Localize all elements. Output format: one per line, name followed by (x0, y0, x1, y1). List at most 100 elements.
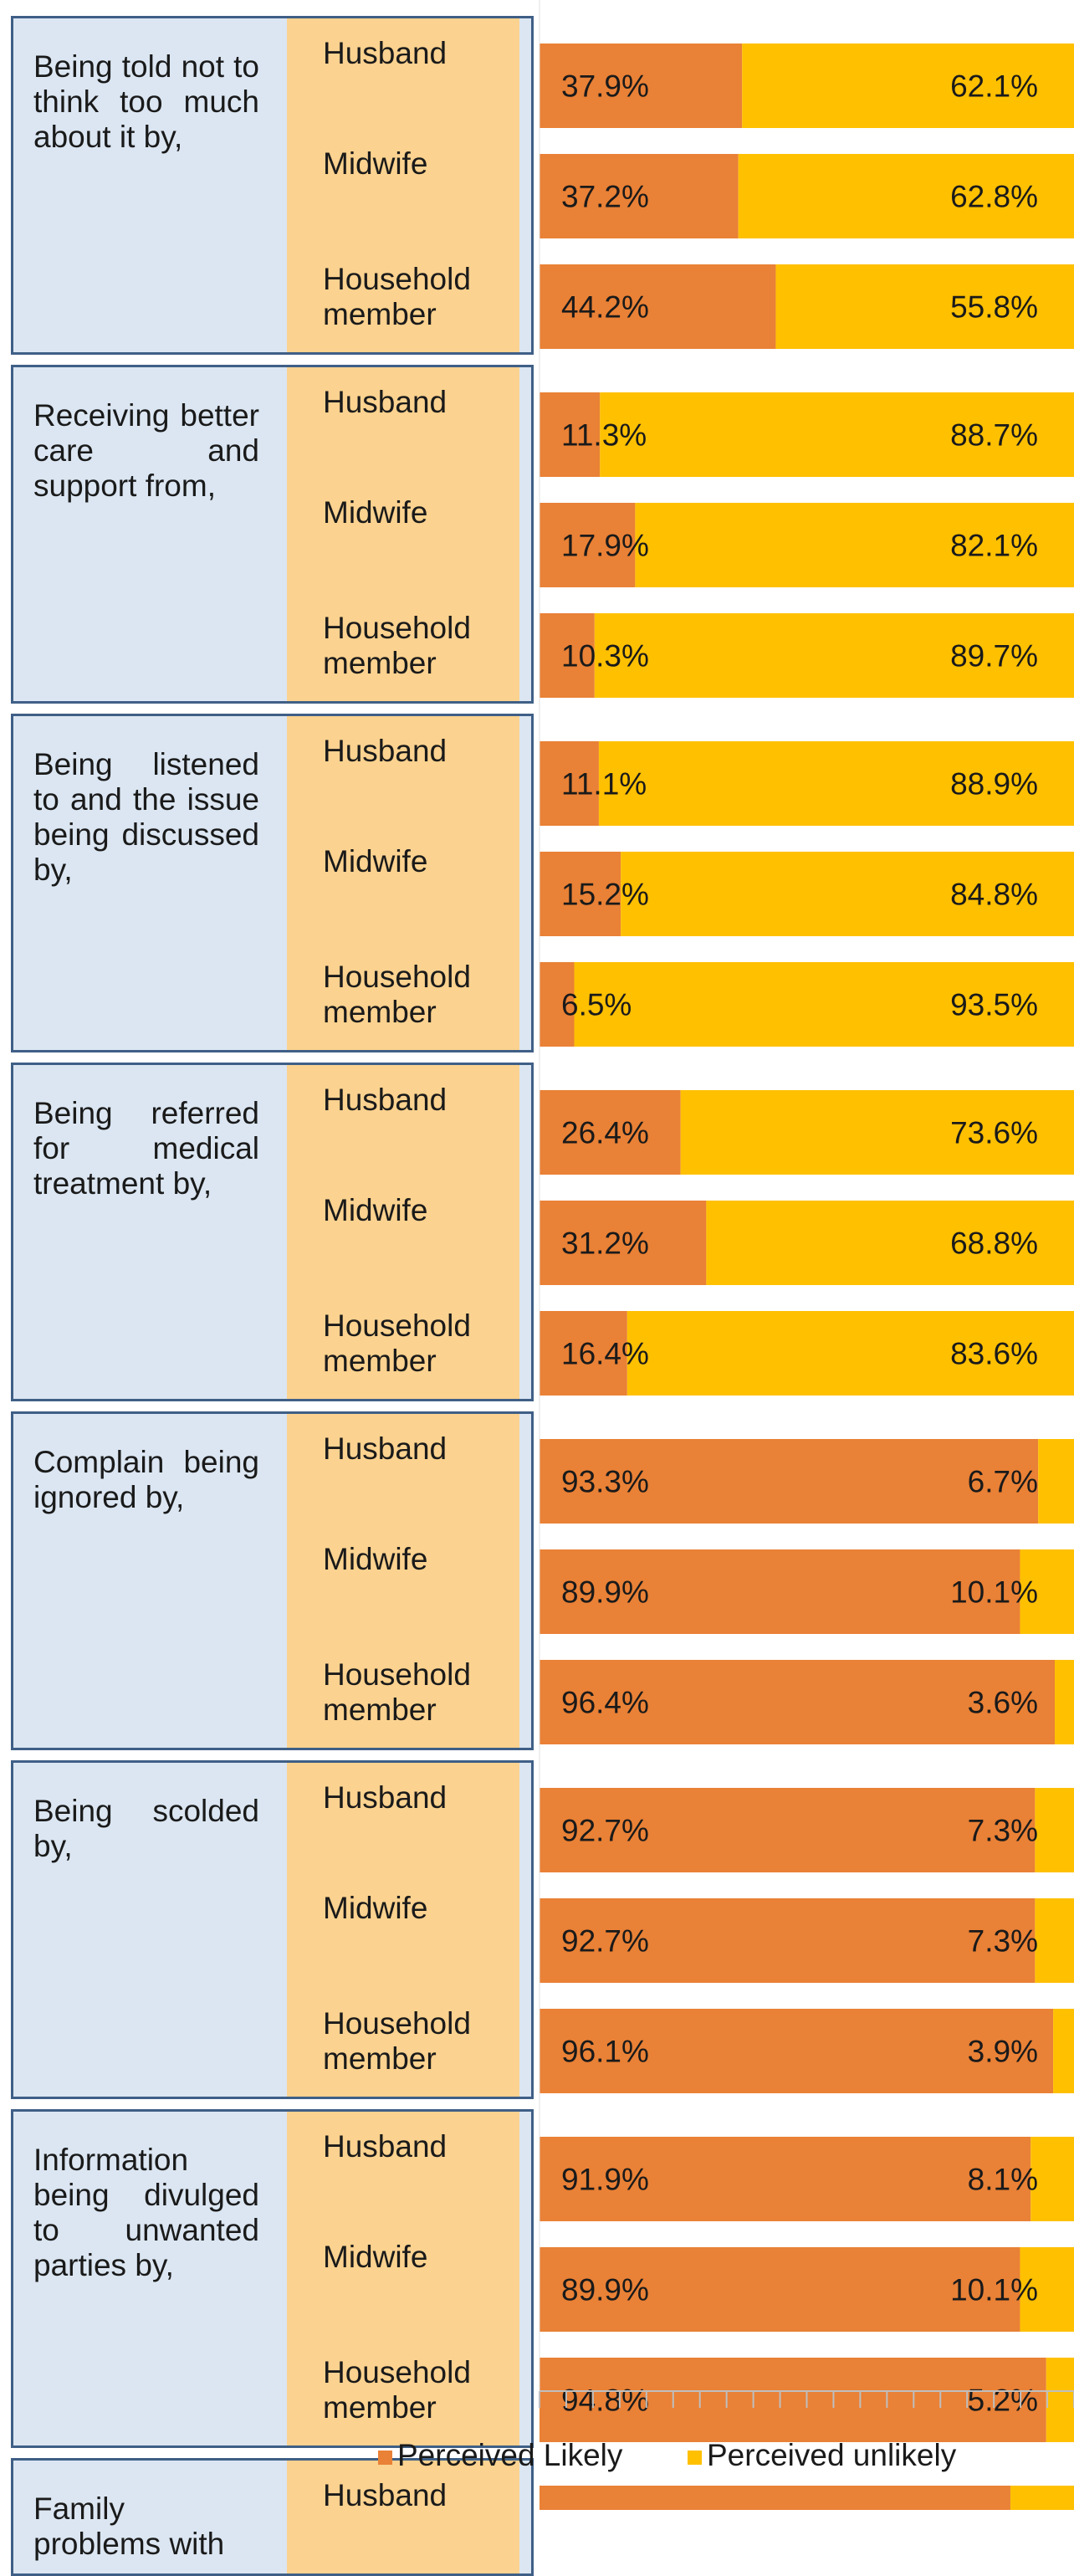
bar-segment-likely (540, 264, 776, 349)
respondent-column (287, 1065, 519, 1399)
respondent-label: Husband (323, 1431, 448, 1466)
respondent-column (287, 716, 519, 1050)
group-label: Family problems with (33, 2491, 225, 2561)
data-label-unlikely: 10.1% (950, 2273, 1038, 2307)
stacked-bar-chart: 37.9% 62.1% 37.2% 62.8% 44.2% 55.8% 11.3% 88.7%… (539, 0, 1074, 2510)
respondent-label: Husband (323, 734, 448, 768)
data-label-likely: 26.4% (561, 1116, 649, 1150)
bar-segment-unlikely (1035, 1898, 1074, 1983)
group-label: Being listened to and the issue being di… (33, 747, 259, 887)
data-label-unlikely: 8.1% (968, 2163, 1038, 2197)
bar-segment-likely (540, 2486, 1010, 2510)
respondent-label: Midwife (323, 844, 428, 878)
data-label-unlikely: 88.9% (950, 767, 1038, 801)
respondent-label: Household member (323, 1657, 471, 1727)
data-label-likely: 91.9% (561, 2163, 649, 2197)
data-label-likely: 16.4% (561, 1337, 649, 1371)
data-label-likely: 96.4% (561, 1686, 649, 1720)
bar-segment-unlikely (680, 1090, 1074, 1175)
x-axis (539, 0, 1074, 2408)
respondent-label: Household member (323, 2006, 471, 2076)
respondent-label: Household member (323, 960, 471, 1029)
group-label: Being scolded by, (33, 1794, 259, 1863)
bar-segment-unlikely (706, 1201, 1074, 1285)
data-label-likely: 92.7% (561, 1814, 649, 1848)
data-label-unlikely: 7.3% (968, 1814, 1038, 1848)
bar-segment-likely (540, 1311, 627, 1396)
data-label-likely: 94.8% (561, 2384, 649, 2418)
legend-item-likely: Perceived Likely (378, 2438, 622, 2473)
data-label-likely: 6.5% (561, 988, 632, 1022)
respondent-label: Household member (323, 1308, 471, 1378)
bar-segment-unlikely (594, 613, 1074, 698)
data-label-unlikely: 84.8% (950, 878, 1038, 912)
data-label-unlikely: 62.8% (950, 180, 1038, 214)
respondent-label: Husband (323, 1083, 448, 1117)
data-label-likely: 11.3% (561, 418, 647, 453)
legend-item-unlikely: Perceived unlikely (688, 2438, 956, 2473)
data-label-likely: 31.2% (561, 1227, 649, 1261)
respondent-label: Midwife (323, 1193, 428, 1227)
bar-segment-likely (540, 741, 599, 826)
bar-segment-unlikely (621, 852, 1074, 936)
data-label-unlikely: 89.7% (950, 639, 1038, 673)
legend-label-unlikely: Perceived unlikely (707, 2438, 957, 2472)
bar-segment-unlikely (1053, 2009, 1074, 2093)
legend-swatch-likely (378, 2450, 392, 2465)
data-label-unlikely: 3.6% (968, 1686, 1038, 1720)
data-label-unlikely: 88.7% (950, 418, 1038, 453)
data-label-unlikely: 7.3% (968, 1924, 1038, 1959)
respondent-column (287, 1763, 519, 2097)
bar-segment-unlikely (626, 1311, 1074, 1396)
bar-segment-unlikely (1031, 2137, 1074, 2221)
bar-segment-likely (540, 2137, 1031, 2221)
bar-segment-unlikely (1054, 1660, 1074, 1744)
respondent-label: Husband (323, 2478, 448, 2512)
group-label: Being told not to think too much about i… (33, 49, 259, 154)
bar-segment-likely (540, 503, 636, 587)
respondent-column (287, 1414, 519, 1748)
data-label-likely: 10.3% (561, 639, 649, 673)
bar-segment-likely (540, 2009, 1054, 2093)
data-label-likely: 96.1% (561, 2035, 649, 2069)
bar-segment-likely (540, 1090, 681, 1175)
data-label-unlikely: 93.5% (950, 988, 1038, 1022)
bar-segment-likely (540, 1201, 707, 1285)
bar-segment-likely (540, 2247, 1020, 2332)
bar-segment-likely (540, 1439, 1039, 1524)
bar-segment-likely (540, 613, 595, 698)
bar-segment-likely (540, 44, 743, 128)
respondent-label: Household member (323, 262, 471, 331)
respondent-label: Midwife (323, 1891, 428, 1925)
respondent-label: Husband (323, 2129, 448, 2164)
respondent-label: Midwife (323, 1542, 428, 1576)
data-label-likely: 11.1% (561, 767, 647, 801)
bar-segment-unlikely (775, 264, 1074, 349)
respondent-label: Husband (323, 385, 448, 419)
bar-segment-unlikely (742, 44, 1074, 128)
group-label: Receiving better care and support from, (33, 398, 259, 503)
data-label-likely: 92.7% (561, 1924, 649, 1959)
bar-segment-unlikely (600, 392, 1074, 477)
bars-layer: 37.9% 62.1% 37.2% 62.8% 44.2% 55.8% 11.3% 88.7%… (540, 44, 1074, 2510)
respondent-column (287, 2112, 519, 2445)
data-label-likely: 37.9% (561, 69, 649, 104)
data-label-likely: 89.9% (561, 1575, 649, 1610)
bar-segment-likely (540, 2358, 1046, 2442)
legend-swatch-unlikely (688, 2450, 702, 2465)
respondent-label: Husband (323, 1780, 448, 1815)
data-label-unlikely: 3.9% (968, 2035, 1038, 2069)
respondent-column (287, 18, 519, 352)
respondent-column (287, 367, 519, 701)
respondent-label: Household member (323, 2355, 471, 2425)
respondent-label: Midwife (323, 495, 428, 530)
respondent-label: Midwife (323, 2240, 428, 2274)
bar-segment-likely (540, 852, 621, 936)
data-label-unlikely: 10.1% (950, 1575, 1038, 1610)
bar-segment-unlikely (1046, 2358, 1074, 2442)
data-label-unlikely: 55.8% (950, 290, 1038, 325)
group-label: Complain being ignored by, (33, 1445, 259, 1514)
bar-segment-likely (540, 1788, 1036, 1872)
bar-segment-unlikely (1035, 1788, 1074, 1872)
data-label-unlikely: 6.7% (968, 1465, 1038, 1499)
